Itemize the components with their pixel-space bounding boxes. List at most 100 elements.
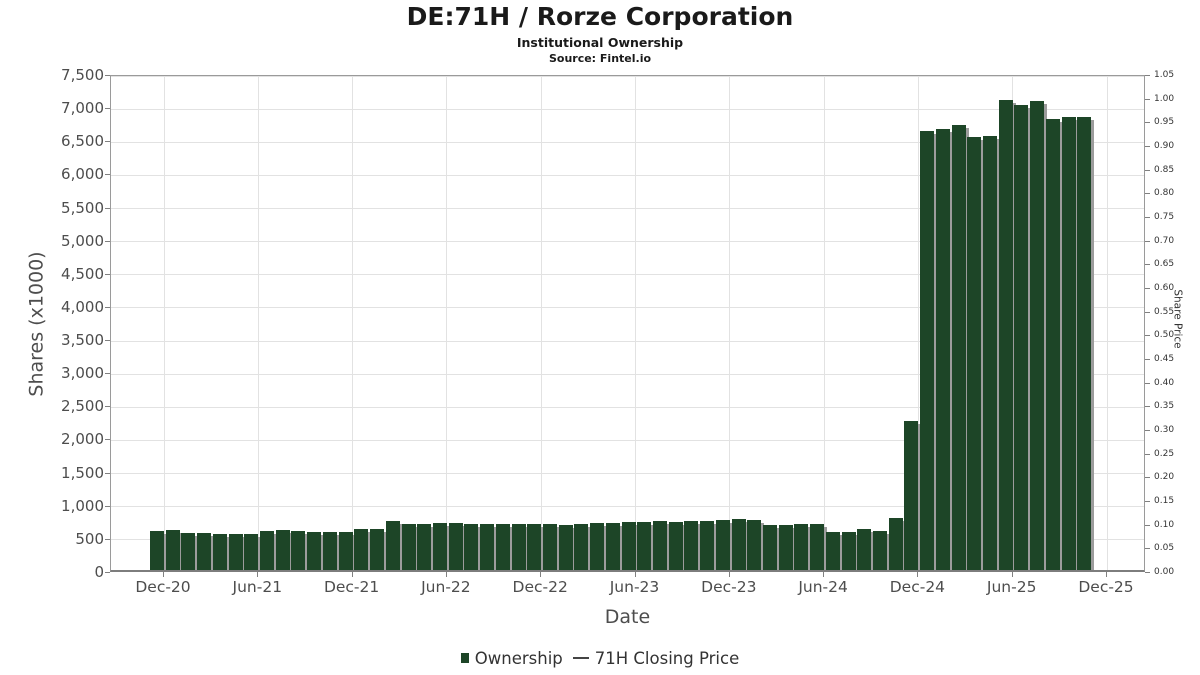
ownership-bar[interactable] [480,524,495,570]
ownership-bar[interactable] [715,520,730,570]
ownership-bar[interactable] [747,520,762,570]
y-right-tick-mark [1145,453,1150,455]
chart-header: DE:71H / Rorze Corporation Institutional… [0,0,1200,65]
y-right-tick-label: 0.60 [1154,283,1175,293]
ownership-bar[interactable] [605,522,620,570]
ownership-bar[interactable] [1014,104,1029,570]
gridline-v [1106,76,1108,570]
y-right-tick-label: 0.80 [1154,188,1175,199]
ownership-bar[interactable] [307,531,322,570]
y-right-tick-label: 0.95 [1154,117,1175,128]
y-right-tick-label: 0.70 [1154,235,1175,246]
ownership-bar[interactable] [998,100,1013,570]
ownership-bar[interactable] [432,523,447,570]
ownership-bar[interactable] [825,531,840,570]
ownership-bar[interactable] [1077,117,1092,570]
ownership-bar[interactable] [260,530,274,570]
ownership-bar[interactable] [731,519,746,570]
ownership-bar[interactable] [197,532,212,570]
ownership-bar[interactable] [810,524,825,570]
ownership-bar[interactable] [228,534,243,570]
chart-subtitle: Institutional Ownership [516,35,684,50]
ownership-bar[interactable] [904,421,919,570]
gridline-h [111,373,1144,375]
ownership-bar[interactable] [558,524,573,570]
ownership-bar[interactable] [873,530,887,570]
y-left-tick-mark [105,373,110,375]
ownership-bar[interactable] [322,532,337,570]
ownership-bar[interactable] [212,534,227,570]
ownership-bar[interactable] [841,531,856,570]
ownership-bar[interactable] [511,524,526,570]
x-tick-label: Dec-22 [512,578,568,596]
gridline-v [446,76,448,570]
ownership-bar[interactable] [448,522,463,570]
x-tick-mark [1106,572,1107,577]
x-tick-mark [917,572,919,577]
x-tick-mark [634,572,636,577]
ownership-bar[interactable] [464,523,479,570]
ownership-bar[interactable] [637,521,652,570]
ownership-bar[interactable] [150,531,164,570]
x-tick-label: Dec-20 [135,578,191,596]
ownership-bar[interactable] [354,528,369,570]
ownership-bar[interactable] [888,517,903,570]
y-left-tick-mark [105,240,110,242]
y-right-tick-label: 0.35 [1154,401,1175,412]
y-right-tick-label: 0.05 [1154,543,1175,554]
ownership-bar[interactable] [542,524,557,570]
ownership-bar[interactable] [778,525,793,570]
ownership-bar[interactable] [857,529,872,570]
ownership-bar[interactable] [401,523,416,570]
legend-item-closing-price[interactable]: 71H Closing Price [572,649,739,668]
ownership-bar[interactable] [495,524,510,570]
ownership-bar[interactable] [181,533,196,570]
ownership-bar[interactable] [700,521,715,570]
y-right-tick-label: 0.55 [1154,306,1175,317]
y-right-tick-label: 0.85 [1154,164,1175,175]
ownership-bar[interactable] [668,521,683,570]
ownership-bar[interactable] [275,530,290,570]
ownership-bar[interactable] [165,530,180,570]
ownership-bar[interactable] [684,521,699,570]
y-left-tick-mark [105,207,110,209]
ownership-bar[interactable] [621,522,636,570]
ownership-bar[interactable] [951,125,966,570]
gridline-h [111,208,1144,210]
plot-area [110,75,1145,572]
x-tick-mark [351,572,353,577]
ownership-bar[interactable] [983,136,997,570]
ownership-bar[interactable] [794,524,809,570]
ownership-bar[interactable] [385,521,400,570]
y-right-tick-mark [1145,501,1150,502]
y-right-tick-mark [1145,524,1150,526]
ownership-bar[interactable] [967,136,982,570]
legend-label-ownership: Ownership [474,648,563,668]
ownership-bar[interactable] [935,129,950,570]
ownership-bar[interactable] [652,521,667,570]
y-right-tick-label: 1.00 [1154,93,1175,104]
ownership-bar[interactable] [574,523,589,570]
ownership-bar[interactable] [244,533,259,570]
gridline-h [111,274,1144,276]
y-right-tick-mark [1145,572,1150,573]
ownership-bar[interactable] [1061,116,1076,570]
ownership-bar[interactable] [527,524,542,570]
ownership-bar[interactable] [291,530,306,570]
closing-price-line-icon [572,656,589,660]
gridline-h [111,76,1144,77]
gridline-h [111,141,1144,143]
ownership-bar[interactable] [763,525,777,570]
ownership-bar[interactable] [590,523,605,570]
ownership-bar[interactable] [338,531,353,570]
ownership-bar[interactable] [1045,119,1060,570]
y-right-tick-mark [1145,217,1150,218]
ownership-bar[interactable] [920,131,935,570]
ownership-bar[interactable] [370,528,384,570]
ownership-bar[interactable] [417,524,432,570]
legend-item-ownership[interactable]: Ownership [460,648,563,668]
y-left-tick-label: 4,500 [61,264,104,283]
y-right-tick-mark [1145,146,1150,147]
x-tick-mark [540,572,542,577]
ownership-bar[interactable] [1030,101,1045,570]
